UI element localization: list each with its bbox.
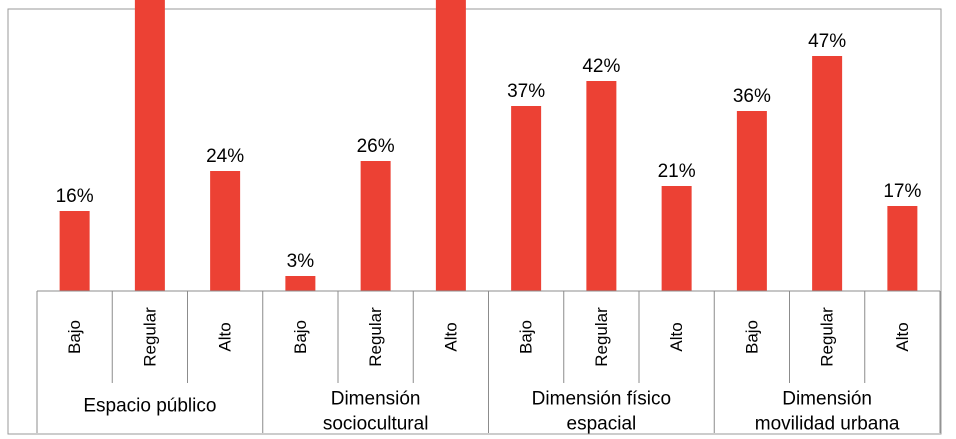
group-label: Dimensión	[782, 389, 872, 410]
category-label: Alto	[893, 322, 912, 351]
value-label: 37%	[507, 81, 545, 102]
category-label: Alto	[667, 322, 686, 351]
category-label: Alto	[441, 322, 460, 351]
category-label: Regular	[366, 307, 385, 367]
bar	[661, 186, 692, 291]
category-label: Bajo	[291, 320, 310, 354]
category-label: Regular	[140, 307, 159, 367]
bars-layer	[59, 0, 918, 291]
bar	[812, 56, 843, 291]
group-label: espacial	[567, 414, 637, 435]
bar	[210, 171, 241, 291]
category-axis	[36, 290, 941, 433]
group-label: movilidad urbana	[755, 414, 900, 435]
category-label: Alto	[216, 322, 235, 351]
value-label: 47%	[808, 31, 846, 52]
value-label: 21%	[658, 161, 696, 182]
bar	[134, 0, 165, 291]
bar	[586, 81, 617, 291]
category-labels-layer: Bajo Regular Alto Bajo Regular Alto Bajo Regula…	[65, 307, 912, 367]
category-label: Bajo	[742, 320, 761, 354]
category-label: Bajo	[517, 320, 536, 354]
group-label: Dimensión	[331, 389, 421, 410]
group-label: Espacio público	[83, 396, 216, 417]
bar	[285, 276, 316, 291]
bar	[887, 206, 918, 291]
value-label: 3%	[287, 251, 315, 272]
bar	[360, 161, 391, 291]
chart-frame	[7, 8, 942, 435]
bar	[435, 0, 466, 291]
bar	[511, 106, 542, 291]
value-label: 16%	[56, 186, 94, 207]
value-label: 42%	[582, 56, 620, 77]
bar	[736, 111, 767, 291]
group-label: Dimensión físico	[532, 389, 671, 410]
value-label: 24%	[206, 146, 244, 167]
category-label: Regular	[818, 307, 837, 367]
group-label: sociocultural	[323, 414, 429, 435]
value-label: 36%	[733, 86, 771, 107]
group-labels-layer: Espacio público Dimensión sociocultural Dim…	[83, 389, 900, 435]
category-label: Bajo	[65, 320, 84, 354]
value-labels-layer: 16%60%24%3%26%71%37%42%21%36%47%17%	[56, 31, 922, 272]
category-label: Regular	[592, 307, 611, 367]
bar	[59, 211, 90, 291]
value-label: 26%	[357, 136, 395, 157]
value-label: 17%	[883, 181, 921, 202]
